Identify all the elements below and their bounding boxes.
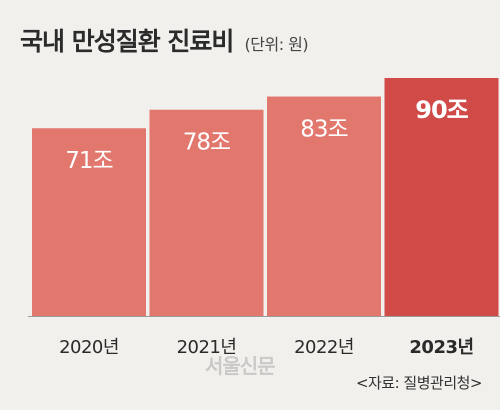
chart-title: 국내 만성질환 진료비 — [20, 27, 234, 56]
source-note: <자료: 질병관리청> — [355, 374, 483, 392]
title-row: 국내 만성질환 진료비 (단위: 원) — [20, 22, 309, 58]
category-label: 2022년 — [294, 337, 354, 358]
category-label: 2020년 — [59, 337, 119, 358]
category-label: 2023년 — [409, 337, 473, 358]
newspaper-watermark: 서울신문 — [205, 354, 276, 378]
bar-2023년 — [384, 78, 499, 316]
value-label: 83조 — [300, 117, 347, 143]
value-label: 90조 — [415, 96, 468, 124]
bar-2022년 — [267, 96, 381, 316]
unit-label: (단위: 원) — [244, 35, 309, 54]
bar-2021년 — [149, 109, 264, 316]
value-label: 71조 — [65, 148, 112, 174]
category-label: 2021년 — [177, 337, 237, 358]
bar-2020년 — [32, 128, 146, 316]
value-label: 78조 — [183, 130, 230, 156]
